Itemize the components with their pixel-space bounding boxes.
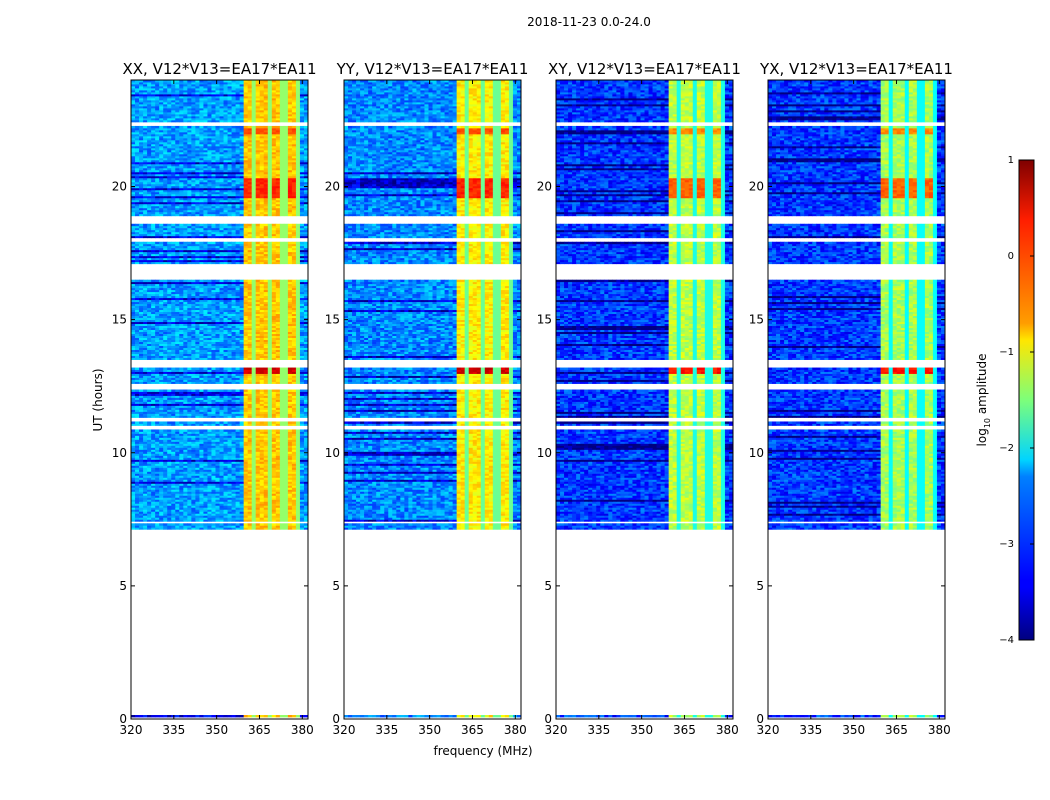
x-tick-label: 350 <box>842 723 865 737</box>
y-tick-label: 5 <box>332 579 340 593</box>
colorbar-tick-label: −4 <box>999 635 1014 646</box>
y-axis-label: UT (hours) <box>91 368 105 431</box>
spectrogram-image <box>768 80 945 717</box>
y-tick-label: 10 <box>112 446 127 460</box>
x-tick-label: 365 <box>885 723 908 737</box>
spectrogram-image <box>131 80 308 717</box>
y-tick-label: 20 <box>537 180 552 194</box>
colorbar-tick-label: 1 <box>1008 155 1014 166</box>
y-tick-label: 20 <box>325 180 340 194</box>
y-tick-label: 0 <box>119 712 127 726</box>
y-tick-label: 0 <box>332 712 340 726</box>
y-tick-label: 10 <box>749 446 764 460</box>
y-tick-label: 5 <box>544 579 552 593</box>
x-tick-label: 335 <box>375 723 398 737</box>
x-tick-label: 380 <box>291 723 314 737</box>
y-tick-label: 0 <box>756 712 764 726</box>
y-tick-label: 5 <box>756 579 764 593</box>
x-tick-label: 365 <box>673 723 696 737</box>
x-tick-label: 380 <box>716 723 739 737</box>
y-tick-label: 15 <box>112 313 127 327</box>
x-tick-label: 350 <box>418 723 441 737</box>
x-tick-label: 365 <box>461 723 484 737</box>
y-tick-label: 10 <box>537 446 552 460</box>
figure: 2018-11-23 0.0-24.0 XX, V12*V13=EA17*EA1… <box>0 0 1050 800</box>
x-tick-label: 335 <box>587 723 610 737</box>
x-tick-label: 380 <box>504 723 527 737</box>
x-tick-label: 365 <box>248 723 271 737</box>
x-tick-label: 350 <box>630 723 653 737</box>
colorbar-tick-label: −3 <box>999 539 1014 550</box>
colorbar-tick-label: −2 <box>999 443 1014 454</box>
panel-title: XY, V12*V13=EA17*EA11 <box>548 60 741 78</box>
x-tick-label: 350 <box>205 723 228 737</box>
y-tick-label: 10 <box>325 446 340 460</box>
panel-title: XX, V12*V13=EA17*EA11 <box>122 60 316 78</box>
y-tick-label: 20 <box>112 180 127 194</box>
spectrogram-image <box>556 80 733 717</box>
colorbar-label-tail: amplitude <box>975 354 989 418</box>
y-tick-label: 15 <box>325 313 340 327</box>
colorbar-tick-label: 0 <box>1008 251 1014 262</box>
colorbar-gradient <box>1019 160 1034 640</box>
colorbar-label: log10 amplitude <box>975 354 992 447</box>
x-tick-label: 380 <box>928 723 951 737</box>
panel-title: YX, V12*V13=EA17*EA11 <box>759 60 953 78</box>
y-tick-label: 0 <box>544 712 552 726</box>
y-tick-label: 15 <box>749 313 764 327</box>
colorbar-label-main: log <box>975 428 989 446</box>
x-axis-label: frequency (MHz) <box>433 744 532 758</box>
spectrogram-image <box>344 80 521 717</box>
colorbar-tick-label: −1 <box>999 347 1014 358</box>
y-tick-label: 20 <box>749 180 764 194</box>
y-tick-label: 15 <box>537 313 552 327</box>
panel-title: YY, V12*V13=EA17*EA11 <box>336 60 529 78</box>
colorbar-label-sub: 10 <box>983 418 992 428</box>
y-tick-label: 5 <box>119 579 127 593</box>
x-tick-label: 335 <box>162 723 185 737</box>
x-tick-label: 335 <box>799 723 822 737</box>
colorbar: −4 −3 −2 −1 0 1 log10 amplitude <box>975 155 1034 646</box>
figure-title: 2018-11-23 0.0-24.0 <box>527 15 651 29</box>
